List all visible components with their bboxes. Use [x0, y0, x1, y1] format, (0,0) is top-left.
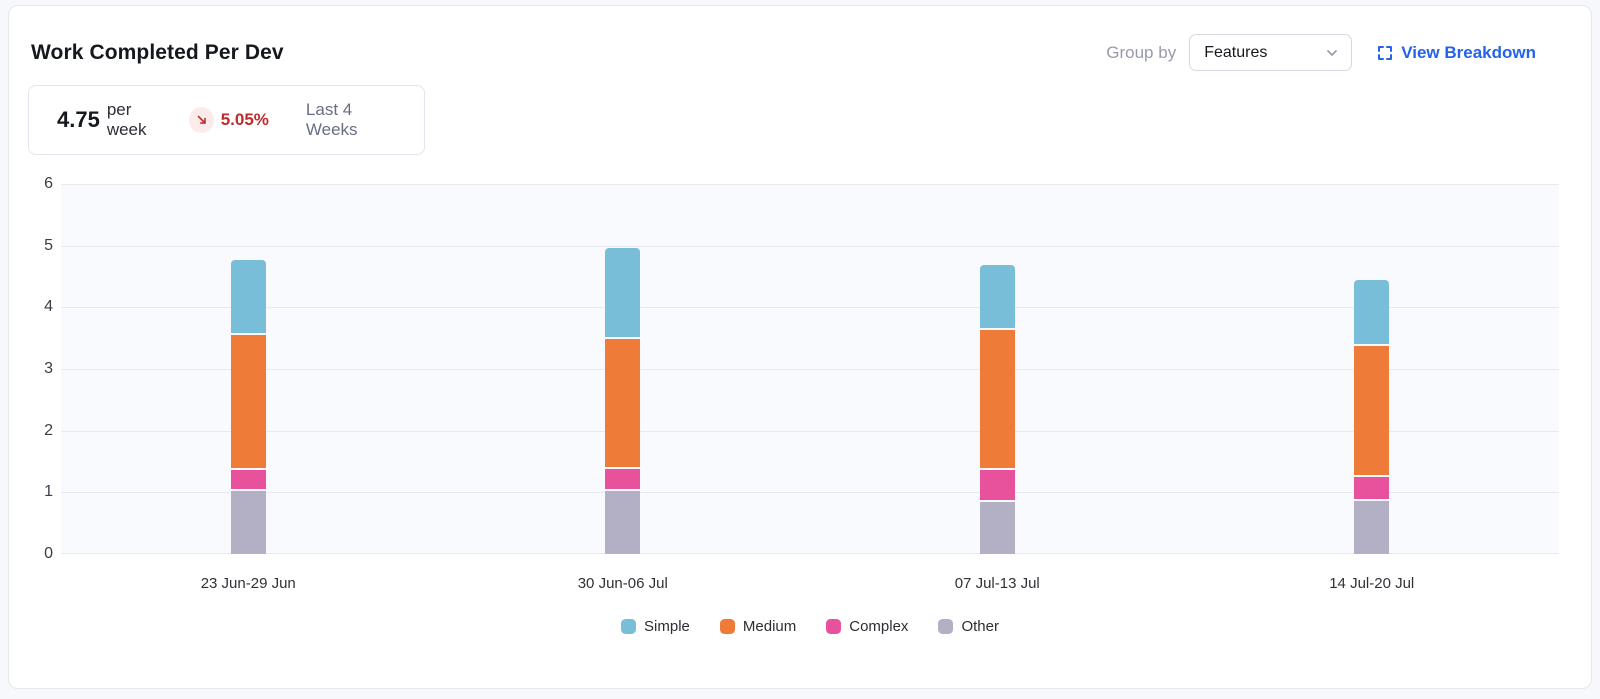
legend-label: Simple	[644, 618, 690, 635]
gridline	[61, 369, 1559, 370]
gridline	[61, 553, 1559, 554]
header-controls: Group by Features View Breakdown	[1106, 34, 1536, 71]
bar-segment-other[interactable]	[979, 501, 1015, 554]
legend-label: Complex	[849, 618, 909, 635]
period-label: Last 4 Weeks	[305, 100, 358, 139]
bar-segment-medium[interactable]	[230, 335, 266, 468]
legend-item-other[interactable]: Other	[938, 618, 999, 635]
group-by-value: Features	[1204, 43, 1268, 61]
x-axis-label: 07 Jul-13 Jul	[954, 575, 1040, 592]
work-completed-card: Work Completed Per Dev Group by Features…	[8, 5, 1592, 689]
view-breakdown-label: View Breakdown	[1401, 42, 1536, 62]
group-by-label: Group by	[1106, 42, 1177, 62]
legend-swatch	[826, 619, 842, 634]
bar-stack	[605, 184, 641, 554]
legend-swatch	[621, 619, 637, 634]
bar-segment-other[interactable]	[1354, 500, 1390, 554]
bar-segment-medium[interactable]	[605, 338, 641, 468]
view-breakdown-button[interactable]: View Breakdown	[1377, 43, 1536, 63]
card-header: Work Completed Per Dev Group by Features…	[9, 6, 1591, 71]
x-axis-label: 30 Jun-06 Jul	[577, 575, 668, 592]
gridline	[61, 184, 1559, 185]
plot-area	[61, 184, 1559, 554]
bar-segment-medium[interactable]	[1354, 345, 1390, 476]
legend-item-complex[interactable]: Complex	[826, 618, 908, 635]
bar-segment-complex[interactable]	[979, 469, 1015, 500]
y-axis-label: 0	[44, 545, 53, 562]
legend-item-simple[interactable]: Simple	[621, 618, 690, 635]
x-axis-label: 23 Jun-29 Jun	[200, 575, 296, 592]
chart: 0 1 2 3 4 5 6 23 Jun-29 Jun 30 Jun-06 Jul 07 Jul…	[9, 6, 1591, 688]
stats-card: 4.75 per week 5.05% Last 4 Weeks	[28, 85, 425, 155]
y-axis-label: 2	[44, 421, 53, 439]
legend-item-medium[interactable]: Medium	[719, 618, 797, 635]
bar-segment-complex[interactable]	[230, 469, 266, 490]
bar-segment-other[interactable]	[605, 490, 641, 554]
y-axis-label: 1	[44, 483, 53, 501]
legend-swatch	[719, 619, 735, 634]
bar-stack	[230, 184, 266, 554]
y-axis-label: 4	[44, 298, 53, 316]
gridline	[61, 245, 1559, 247]
y-axis-label: 6	[44, 175, 53, 192]
legend-label: Medium	[742, 618, 797, 635]
legend-swatch	[938, 619, 954, 634]
gridline	[61, 307, 1559, 309]
x-axis-label: 14 Jul-20 Jul	[1329, 575, 1415, 592]
y-axis-label: 5	[44, 236, 53, 254]
group-by-select[interactable]: Features	[1189, 34, 1353, 71]
bar-segment-simple[interactable]	[1354, 279, 1390, 344]
legend-label: Other	[961, 618, 999, 635]
bar-stack	[1354, 184, 1390, 554]
y-axis-label: 3	[44, 360, 53, 377]
bar-segment-simple[interactable]	[230, 259, 266, 334]
bar-segment-complex[interactable]	[1354, 477, 1390, 499]
gridline	[61, 430, 1559, 432]
chevron-down-icon	[1325, 46, 1339, 60]
legend: Simple Medium Complex Other	[61, 618, 1559, 635]
bar-stack	[979, 184, 1015, 554]
delta-value: 5.05%	[220, 110, 269, 129]
page-title: Work Completed Per Dev	[31, 40, 284, 64]
bar-segment-simple[interactable]	[979, 265, 1015, 328]
gridline	[61, 492, 1559, 494]
expand-icon	[1377, 45, 1393, 61]
stat-unit: per week	[106, 100, 147, 139]
bar-segment-complex[interactable]	[605, 469, 641, 489]
trend-down-icon	[189, 107, 214, 133]
bar-segment-other[interactable]	[230, 491, 266, 554]
stat-value: 4.75	[57, 107, 100, 132]
bar-segment-medium[interactable]	[979, 329, 1015, 468]
bar-segment-simple[interactable]	[605, 248, 641, 337]
